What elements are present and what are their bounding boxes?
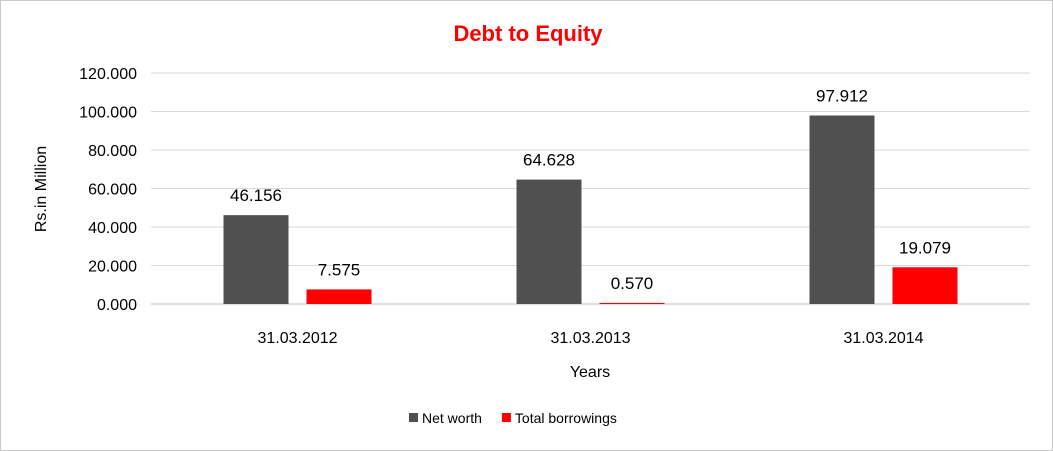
bar-total-borrowings [306, 289, 372, 304]
y-axis-ticks: 0.000 20.000 40.000 60.000 80.000 100.000 120.… [79, 66, 137, 314]
bar-net-worth [516, 179, 582, 304]
legend: Net worth Total borrowings [409, 410, 617, 426]
chart-title: Debt to Equity [453, 21, 603, 46]
y-tick-label: 120.000 [79, 66, 137, 83]
data-labels: 46.156 7.575 64.628 0.570 97.912 19.079 [230, 87, 951, 293]
bars [223, 115, 958, 304]
bar-total-borrowings [892, 267, 958, 304]
data-label: 97.912 [816, 87, 868, 106]
y-tick-label: 80.000 [88, 143, 137, 160]
legend-label: Total borrowings [515, 410, 617, 426]
data-label: 64.628 [523, 151, 575, 170]
legend-swatch [409, 413, 418, 422]
x-axis-ticks: 31.03.2012 31.03.2013 31.03.2014 [257, 330, 923, 347]
x-tick-label: 31.03.2012 [257, 330, 337, 347]
bar-net-worth [809, 115, 875, 304]
y-tick-label: 100.000 [79, 105, 137, 122]
legend-swatch [501, 413, 511, 422]
y-tick-label: 20.000 [88, 259, 137, 276]
y-tick-label: 60.000 [88, 182, 137, 199]
y-axis-title: Rs.in Million [33, 146, 50, 232]
gridlines [151, 72, 1030, 305]
data-label: 46.156 [230, 186, 282, 205]
bar-net-worth [223, 215, 289, 304]
data-label: 0.570 [611, 274, 654, 293]
bar-total-borrowings [599, 302, 665, 304]
legend-label: Net worth [422, 410, 482, 426]
x-tick-label: 31.03.2014 [843, 330, 923, 347]
x-tick-label: 31.03.2013 [550, 330, 630, 347]
data-label: 7.575 [318, 260, 361, 279]
y-tick-label: 0.000 [97, 297, 137, 314]
x-axis-title: Years [570, 364, 610, 381]
y-tick-label: 40.000 [88, 220, 137, 237]
data-label: 19.079 [899, 238, 951, 257]
